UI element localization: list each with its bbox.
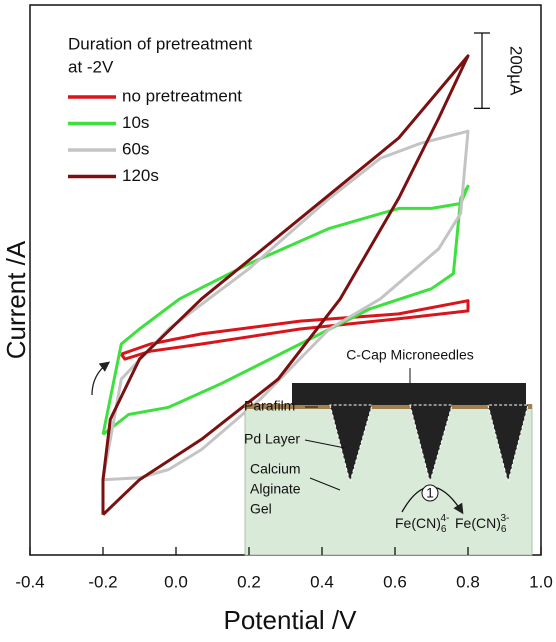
series-line xyxy=(120,299,470,361)
species-sup: 3- xyxy=(500,513,509,524)
legend-label: 10s xyxy=(122,113,149,132)
x-tick-label: 1.0 xyxy=(529,572,553,591)
species-base: Fe(CN) xyxy=(455,515,501,531)
leader xyxy=(304,439,346,449)
species-sup: 4- xyxy=(440,513,449,524)
legend-title: Duration of pretreatment xyxy=(68,34,253,53)
parafilm xyxy=(245,404,532,409)
species: Fe(CN)64- xyxy=(395,513,449,535)
species-sub: 6 xyxy=(441,524,447,535)
legend-label: no pretreatment xyxy=(122,86,242,105)
step-circle xyxy=(421,484,439,502)
legend-title: at -2V xyxy=(68,57,114,76)
inset-label: Parafilm xyxy=(244,398,295,414)
gel xyxy=(244,404,533,556)
x-tick-label: 0.2 xyxy=(237,572,261,591)
inset-title: C-Cap Microneedles xyxy=(346,347,474,363)
series-line xyxy=(101,54,470,516)
species: Fe(CN)63- xyxy=(455,513,509,535)
species-base: Fe(CN) xyxy=(395,515,441,531)
legend-label: 120s xyxy=(122,166,159,185)
microneedles xyxy=(329,404,529,484)
x-tick-label: -0.2 xyxy=(88,572,117,591)
x-tick-label: 0.0 xyxy=(164,572,188,591)
inset-label: Calcium xyxy=(250,461,301,477)
x-tick-label: 0.4 xyxy=(310,572,334,591)
species-sub: 6 xyxy=(501,524,507,535)
inset-label: Gel xyxy=(250,501,272,517)
series-line xyxy=(101,184,470,436)
x-tick-label: -0.4 xyxy=(15,572,44,591)
inset-label: Alginate xyxy=(250,481,301,497)
x-tick-label: 0.8 xyxy=(456,572,480,591)
inset-diagram: C-Cap Microneedles Parafilm Pd Layer Cal… xyxy=(244,347,533,556)
inset-label: Pd Layer xyxy=(244,431,300,447)
x-tick-label: 0.6 xyxy=(383,572,407,591)
cap xyxy=(292,383,526,405)
step-number: 1 xyxy=(426,485,434,501)
x-axis-label: Potential /V xyxy=(224,605,358,635)
scan-direction-arrow xyxy=(91,361,111,396)
leader xyxy=(309,477,341,491)
legend-label: 60s xyxy=(122,139,149,158)
y-axis-label: Current /A xyxy=(1,240,31,359)
scale-label: 200µA xyxy=(507,46,526,96)
series-line xyxy=(101,129,470,482)
